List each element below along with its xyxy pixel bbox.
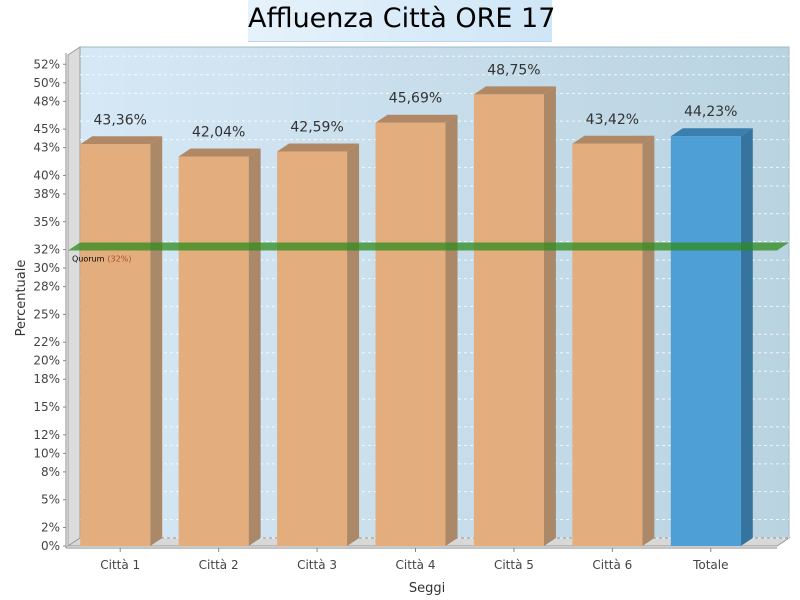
y-tick-label: 38% (33, 187, 60, 201)
bar-top (80, 136, 163, 145)
quorum-line-group: Quorum (32%) (68, 242, 789, 264)
bar-side (347, 143, 360, 546)
x-axis-label: Seggi (409, 581, 445, 596)
y-tick-label: 32% (33, 243, 60, 257)
y-tick-label: 40% (33, 168, 60, 182)
quorum-line (68, 242, 789, 251)
bar-top (670, 128, 753, 137)
value-label: 42,59% (290, 119, 343, 135)
bar-front (473, 94, 544, 546)
y-tick-label: 18% (33, 372, 60, 386)
bar-side (248, 148, 261, 546)
bar-front (277, 151, 348, 546)
y-tick-label: 43% (33, 141, 60, 155)
bars (80, 86, 753, 547)
y-tick-label: 45% (33, 122, 60, 136)
value-label: 43,36% (94, 112, 147, 128)
x-tick-label: Città 1 (100, 558, 140, 572)
bar (375, 114, 458, 546)
y-tick-label: 20% (33, 354, 60, 368)
bar-front (375, 122, 446, 546)
bar (178, 148, 261, 546)
value-label: 48,75% (487, 62, 540, 78)
value-label: 43,42% (586, 112, 639, 128)
x-tick-label: Totale (692, 558, 728, 572)
bar-top (375, 114, 458, 123)
value-label: 42,04% (192, 125, 245, 141)
left-wall (67, 46, 81, 547)
bar-top (178, 148, 261, 157)
bar-front (178, 156, 249, 546)
chart-title: Affluenza Città ORE 17 (248, 3, 556, 34)
y-tick-label: 5% (41, 493, 60, 507)
y-tick-label: 50% (33, 76, 60, 90)
bar (80, 136, 163, 547)
bar-front (670, 136, 741, 547)
y-tick-label: 28% (33, 280, 60, 294)
bar (277, 143, 360, 546)
y-tick-label: 12% (33, 428, 60, 442)
bar-side (740, 128, 753, 547)
y-tick-label: 2% (41, 520, 60, 534)
x-tick-label: Città 4 (396, 558, 436, 572)
bar-top (572, 135, 655, 144)
bar-side (150, 136, 163, 547)
x-tick-label: Città 6 (592, 558, 632, 572)
y-tick-label: 10% (33, 446, 60, 460)
quorum-label-name: Quorum (72, 255, 105, 264)
y-axis-label: Percentuale (14, 260, 29, 337)
chart-title-box: Affluenza Città ORE 17 (248, 0, 556, 42)
bar (670, 128, 753, 547)
x-axis-ticks: Città 1 Città 2 Città 3 Città 4 Città 5 Città… (100, 548, 728, 572)
y-tick-label: 15% (33, 400, 60, 414)
x-tick-label: Città 2 (199, 558, 239, 572)
quorum-label: Quorum (32%) (72, 255, 131, 264)
quorum-label-value: (32%) (107, 255, 131, 264)
bar (572, 135, 655, 547)
value-label: 44,23% (684, 104, 737, 120)
x-tick-label: Città 5 (494, 558, 534, 572)
bar-front (572, 143, 643, 547)
bar-side (543, 86, 556, 546)
bar-side (642, 135, 655, 547)
y-tick-label: 30% (33, 261, 60, 275)
y-axis-ticks: 0% 2% 5% 8% 10% 12% 15% 18% 20% 22% 25% 28% 30% 32% 35… (33, 57, 66, 553)
y-tick-label: 25% (33, 307, 60, 321)
value-label: 45,69% (389, 91, 442, 107)
bar-front (80, 144, 151, 547)
y-tick-label: 22% (33, 335, 60, 349)
bar-top (277, 143, 360, 152)
y-tick-label: 8% (41, 465, 60, 479)
y-tick-label: 48% (33, 94, 60, 108)
y-tick-label: 52% (33, 57, 60, 71)
bar-side (445, 114, 458, 546)
value-labels: 43,36% 42,04% 42,59% 45,69% 48,75% 43,42% 44,2… (94, 62, 738, 140)
y-tick-label: 0% (41, 539, 60, 553)
y-tick-label: 35% (33, 215, 60, 229)
x-tick-label: Città 3 (297, 558, 337, 572)
bar-top (473, 86, 556, 95)
bar (473, 86, 556, 546)
